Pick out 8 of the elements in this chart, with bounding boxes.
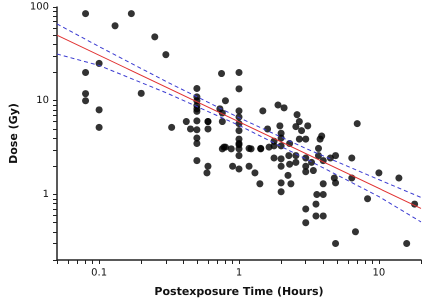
x-tick-label: 0.1 bbox=[91, 268, 108, 278]
x-tick-label: 1 bbox=[236, 268, 242, 278]
x-axis-title: Postexposure Time (Hours) bbox=[154, 285, 324, 298]
y-tick-label: 1 bbox=[42, 188, 49, 200]
y-tick-label: 10 bbox=[36, 95, 49, 106]
x-tick-label: 10 bbox=[372, 268, 386, 278]
y-tick-label: 100 bbox=[30, 2, 49, 12]
y-axis-title: Dose (Gy) bbox=[7, 103, 20, 164]
